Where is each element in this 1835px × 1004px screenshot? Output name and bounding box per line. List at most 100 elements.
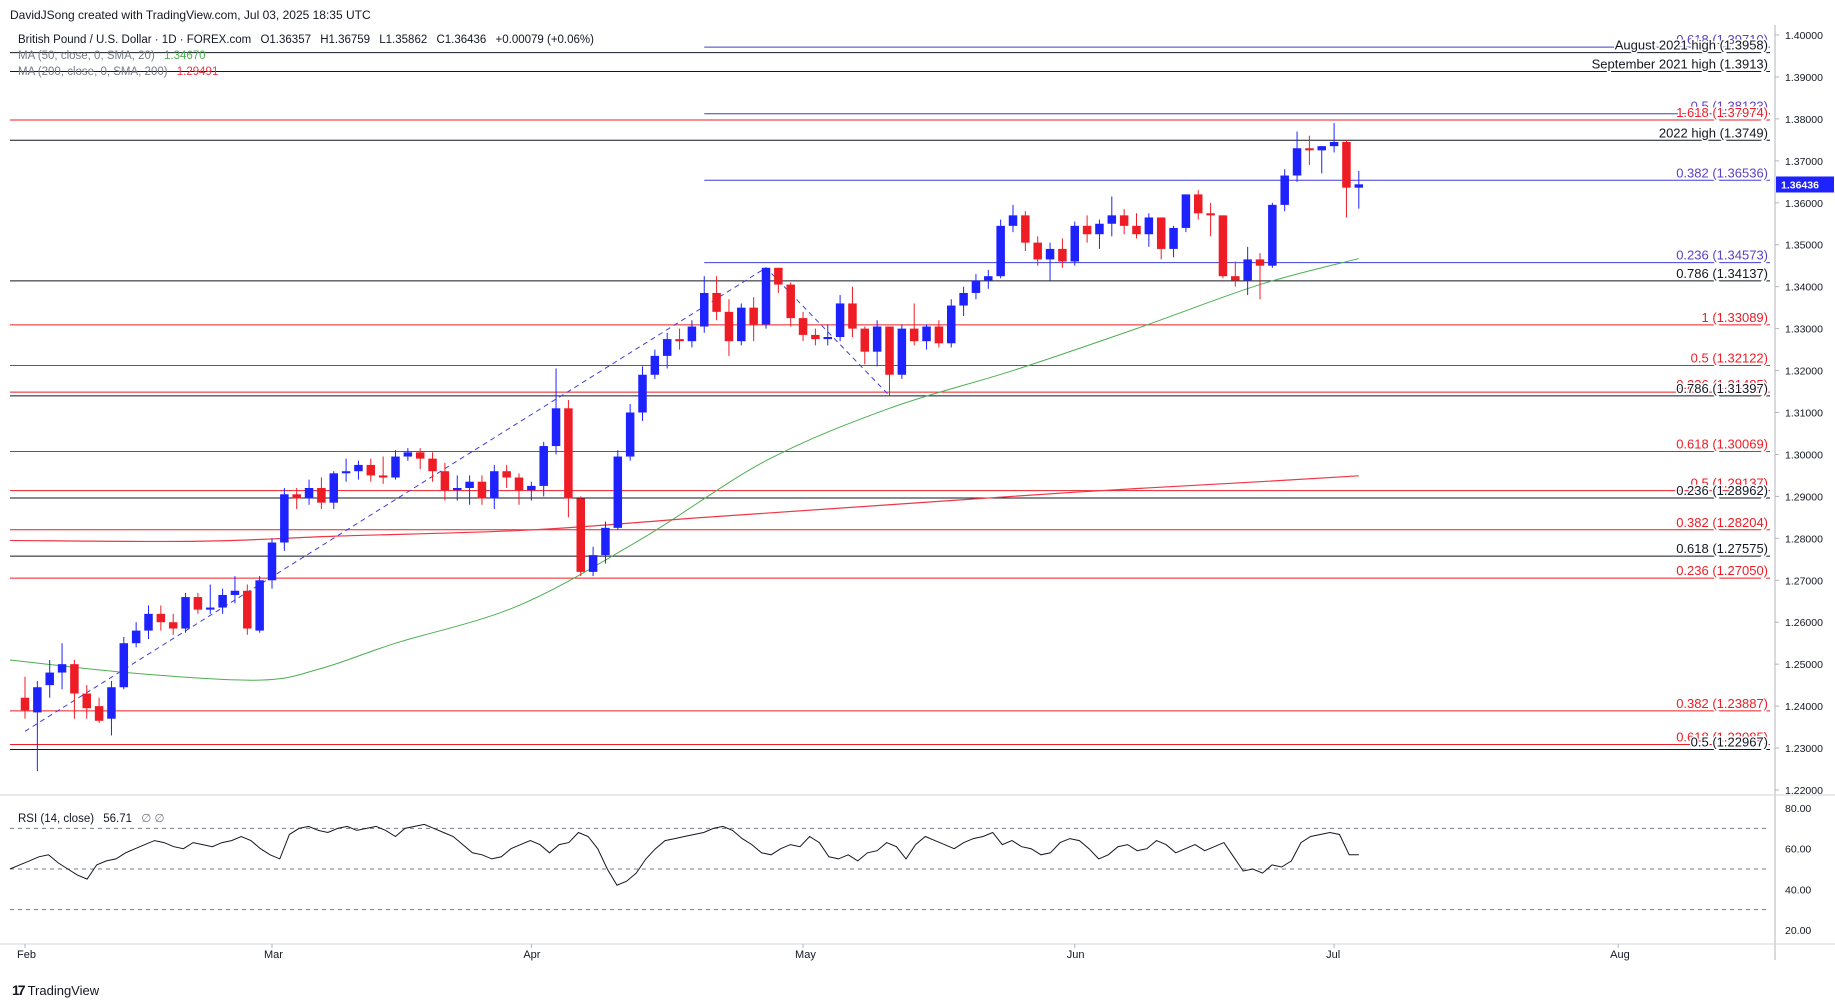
candle[interactable] xyxy=(181,592,190,633)
candle[interactable] xyxy=(1218,215,1228,279)
candle[interactable] xyxy=(971,274,981,300)
candle[interactable] xyxy=(1058,238,1067,268)
candle[interactable] xyxy=(934,320,944,348)
candle[interactable] xyxy=(551,368,561,455)
candle[interactable] xyxy=(193,592,203,614)
candle[interactable] xyxy=(539,441,548,497)
rsi-pane[interactable]: 80.00 60.00 40.00 20.00 xyxy=(9,803,1811,937)
candle[interactable] xyxy=(650,349,660,379)
candle[interactable] xyxy=(749,297,758,342)
candle[interactable] xyxy=(675,328,684,350)
candle[interactable] xyxy=(1231,261,1240,287)
candle[interactable] xyxy=(391,450,400,480)
candle[interactable] xyxy=(82,685,92,719)
candle[interactable] xyxy=(947,299,956,348)
candle[interactable] xyxy=(415,448,425,470)
candle[interactable] xyxy=(1008,204,1018,233)
candle[interactable] xyxy=(1329,123,1339,153)
candle[interactable] xyxy=(613,450,623,530)
candle[interactable] xyxy=(761,267,771,329)
candle[interactable] xyxy=(712,276,721,321)
candle[interactable] xyxy=(959,286,968,317)
candle[interactable] xyxy=(1243,246,1252,296)
candle[interactable] xyxy=(317,477,326,509)
rsi-legend[interactable]: RSI (14, close) 56.71 ∅ ∅ xyxy=(18,811,164,825)
candle[interactable] xyxy=(1169,225,1178,258)
candle[interactable] xyxy=(119,636,129,690)
candle[interactable] xyxy=(576,496,586,577)
candle[interactable] xyxy=(1021,211,1030,252)
candle[interactable] xyxy=(218,588,227,614)
candle[interactable] xyxy=(477,475,487,505)
candle[interactable] xyxy=(922,324,931,350)
candle[interactable] xyxy=(453,475,462,501)
candle[interactable] xyxy=(267,538,277,589)
candle[interactable] xyxy=(20,676,30,719)
candles[interactable] xyxy=(20,123,1364,772)
candle[interactable] xyxy=(243,584,252,635)
candle[interactable] xyxy=(514,473,524,505)
candle[interactable] xyxy=(57,643,67,690)
ma200-legend[interactable]: MA (200, close, 0, SMA, 200) 1.29491 xyxy=(18,66,218,78)
candle[interactable] xyxy=(1082,215,1092,243)
candle[interactable] xyxy=(1194,190,1203,220)
candle[interactable] xyxy=(354,460,363,480)
candle[interactable] xyxy=(304,479,314,505)
candle[interactable] xyxy=(1070,221,1080,266)
candle[interactable] xyxy=(206,584,215,614)
candle[interactable] xyxy=(564,399,573,518)
candle[interactable] xyxy=(662,332,672,369)
candle[interactable] xyxy=(798,311,808,342)
candle[interactable] xyxy=(786,282,795,327)
candle[interactable] xyxy=(465,475,474,505)
candle[interactable] xyxy=(588,546,598,577)
candle[interactable] xyxy=(341,458,351,482)
candle[interactable] xyxy=(1206,202,1215,237)
candle[interactable] xyxy=(1107,196,1117,237)
candle[interactable] xyxy=(1292,131,1302,182)
candle[interactable] xyxy=(638,366,647,421)
candle[interactable] xyxy=(1033,236,1042,266)
candle[interactable] xyxy=(1132,213,1141,239)
candle[interactable] xyxy=(70,659,79,719)
candle[interactable] xyxy=(1156,217,1166,260)
candle[interactable] xyxy=(835,295,845,342)
candle[interactable] xyxy=(1144,213,1154,247)
candle[interactable] xyxy=(1305,135,1314,166)
candle[interactable] xyxy=(502,464,511,488)
candle[interactable] xyxy=(687,320,697,348)
candle[interactable] xyxy=(527,481,536,501)
candle[interactable] xyxy=(885,326,894,396)
candle[interactable] xyxy=(1342,139,1351,218)
candle[interactable] xyxy=(1119,209,1129,235)
candle[interactable] xyxy=(280,488,289,551)
candle[interactable] xyxy=(1354,170,1364,209)
candle[interactable] xyxy=(625,404,635,461)
candle[interactable] xyxy=(1045,242,1055,281)
candle[interactable] xyxy=(872,320,882,367)
candle[interactable] xyxy=(984,269,993,289)
candle[interactable] xyxy=(156,605,166,631)
candle[interactable] xyxy=(45,659,54,698)
candle[interactable] xyxy=(428,452,437,482)
candle[interactable] xyxy=(1317,146,1327,174)
candle[interactable] xyxy=(490,464,499,509)
ma50-legend[interactable]: MA (50, close, 0, SMA, 20) 1.34670 xyxy=(18,50,206,62)
candle[interactable] xyxy=(1268,202,1277,268)
candle[interactable] xyxy=(774,267,783,293)
time-axis[interactable]: Feb Mar Apr May Jun Jul Aug xyxy=(17,944,1630,961)
candle[interactable] xyxy=(403,448,413,461)
candle[interactable] xyxy=(1280,169,1289,212)
candle[interactable] xyxy=(909,303,919,346)
tradingview-logo[interactable]: 17 TradingView xyxy=(12,982,99,998)
candle[interactable] xyxy=(107,680,116,736)
candle[interactable] xyxy=(440,462,450,501)
candle[interactable] xyxy=(848,286,857,337)
candle[interactable] xyxy=(860,326,870,365)
candle[interactable] xyxy=(823,324,833,346)
candle[interactable] xyxy=(1095,219,1104,249)
candle[interactable] xyxy=(700,276,709,333)
candle[interactable] xyxy=(366,458,376,482)
symbol-legend[interactable]: British Pound / U.S. Dollar · 1D · FOREX… xyxy=(18,34,594,46)
candle[interactable] xyxy=(1255,253,1265,300)
